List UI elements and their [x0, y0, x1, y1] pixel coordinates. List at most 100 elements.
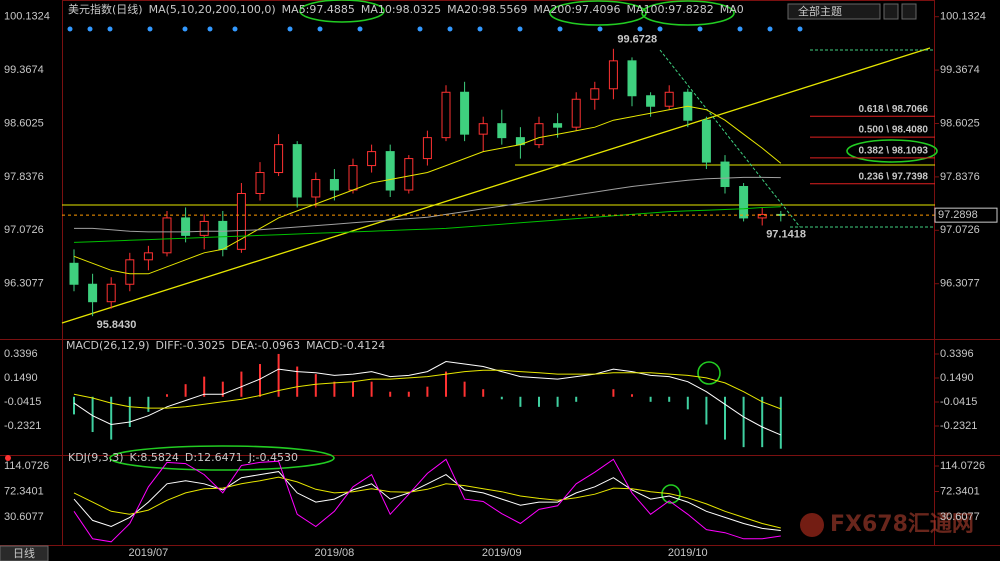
highlight: [299, 0, 385, 23]
y-tick-label: 98.6025: [940, 117, 980, 129]
candle-body: [534, 123, 544, 146]
event-dot: [232, 26, 238, 32]
event-dots: [67, 26, 803, 32]
candle-body: [367, 151, 377, 167]
event-dot: [597, 26, 603, 32]
highlight: [549, 0, 647, 26]
indicator-line: [73, 458, 781, 543]
legend-entry: 美元指数(日线): [68, 2, 143, 16]
event-dot: [637, 26, 643, 32]
candle-body: [627, 60, 637, 97]
indicator-line: [73, 476, 781, 529]
fib-label: 0.236 \ 97.7398: [858, 171, 928, 182]
y-tick-label: -0.2321: [940, 420, 977, 432]
event-dot: [87, 26, 93, 32]
ma-line: [74, 176, 781, 233]
period-tab-label[interactable]: 日线: [13, 546, 35, 560]
candle-body: [757, 213, 767, 219]
candle-body: [329, 179, 339, 191]
highlight: [697, 361, 721, 385]
candle-body: [553, 123, 563, 128]
candle-body: [106, 283, 116, 303]
candle-body: [404, 158, 414, 191]
fib-label: 0.382 \ 98.1093: [858, 146, 928, 157]
y-tick-label: -0.0415: [4, 396, 41, 408]
legend-entry: MA(5,10,20,200,100,0): [149, 3, 276, 16]
candle-body: [274, 144, 284, 174]
y-tick-label: 72.3401: [4, 485, 44, 497]
y-tick-label: 97.0726: [4, 224, 44, 236]
event-dot: [737, 26, 743, 32]
y-tick-label: 30.6077: [4, 511, 44, 523]
candle-body: [125, 259, 135, 285]
trend-line: [61, 47, 931, 324]
event-dot: [67, 26, 73, 32]
y-tick-label: 96.3077: [4, 278, 44, 290]
x-tick-label: 2019/08: [315, 547, 355, 559]
candle-body: [571, 98, 581, 128]
candle-body: [608, 60, 618, 90]
fib-label: 0.618 \ 98.7066: [858, 104, 928, 115]
y-tick-label: 98.6025: [4, 117, 44, 129]
legend-entry: MACD(26,12,9): [66, 339, 150, 352]
legend-entry: MA5:97.4885: [282, 3, 355, 16]
y-tick-label: 99.3674: [940, 64, 980, 76]
event-dot: [107, 26, 113, 32]
legend-entry: J:-0.4530: [248, 451, 298, 464]
extreme-label: 99.6728: [617, 34, 657, 46]
y-tick-label: 30.6077: [940, 511, 980, 523]
theme-button-label[interactable]: 全部主题: [798, 4, 842, 18]
last-price-label: 97.2898: [938, 209, 978, 221]
y-tick-label: 0.1490: [4, 372, 38, 384]
y-tick-label: -0.0415: [940, 396, 977, 408]
candle-body: [348, 165, 358, 191]
candle-body: [143, 252, 153, 261]
candle-body: [162, 217, 172, 254]
legend-entry: K:8.5824: [130, 451, 179, 464]
event-dot: [477, 26, 483, 32]
period-tab[interactable]: [0, 545, 49, 561]
button[interactable]: [901, 3, 917, 20]
event-dot: [357, 26, 363, 32]
candle-body: [292, 144, 302, 198]
event-dot: [767, 26, 773, 32]
legend-entry: MA100:97.8282: [627, 3, 714, 16]
highlight: [109, 445, 335, 471]
frame: [0, 0, 1000, 546]
indicator-line: [73, 369, 781, 410]
candle-body: [664, 91, 674, 107]
candle-body: [181, 217, 191, 236]
last-price-box: [934, 207, 998, 223]
y-tick-label: 100.1324: [940, 11, 986, 23]
legend-entry: MA0: [720, 3, 744, 16]
candle-body: [255, 172, 265, 194]
candle-body: [385, 151, 395, 191]
candle-body: [497, 123, 507, 139]
indicator-icon: [5, 455, 11, 461]
event-dot: [517, 26, 523, 32]
event-dot: [207, 26, 213, 32]
event-dot: [657, 26, 663, 32]
indicator-line: [73, 471, 781, 531]
legend-entry: MA20:98.5569: [447, 3, 527, 16]
legend-entry: MA10:98.0325: [361, 3, 441, 16]
x-tick-label: 2019/07: [129, 547, 169, 559]
extreme-label: 95.8430: [97, 319, 137, 331]
legend-entry: MA200:97.4096: [533, 3, 620, 16]
button[interactable]: [883, 3, 899, 20]
legend-entry: DIFF:-0.3025: [156, 339, 226, 352]
candle-body: [199, 220, 209, 236]
event-dot: [147, 26, 153, 32]
candle-body: [720, 161, 730, 188]
y-tick-label: 99.3674: [4, 64, 44, 76]
legend-entry: MACD:-0.4124: [306, 339, 385, 352]
event-dot: [557, 26, 563, 32]
highlight: [641, 0, 735, 26]
x-tick-label: 2019/09: [482, 547, 522, 559]
candle-body: [590, 88, 600, 100]
y-tick-label: 72.3401: [940, 485, 980, 497]
y-tick-label: 114.0726: [4, 460, 49, 472]
theme-button[interactable]: [787, 3, 881, 20]
